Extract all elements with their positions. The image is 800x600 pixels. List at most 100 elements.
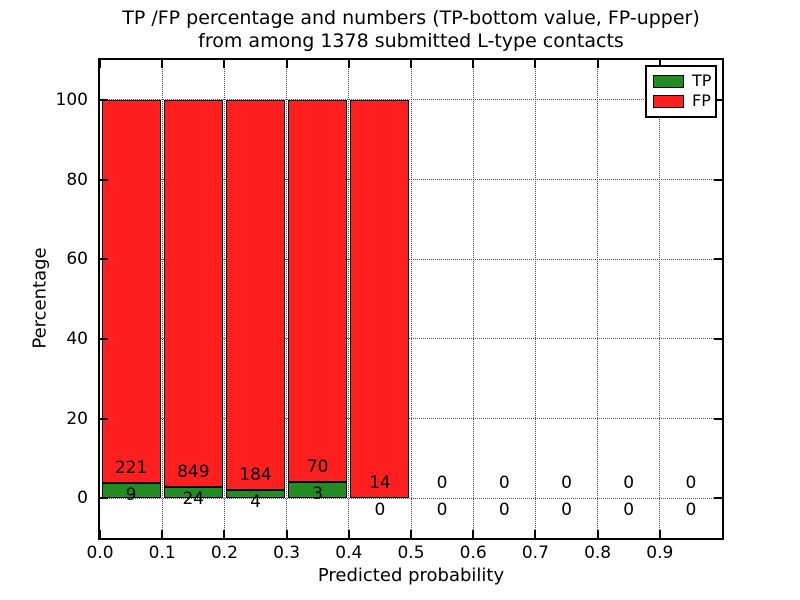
legend: TP FP (645, 65, 717, 118)
tp-count-label: 4 (250, 491, 261, 512)
legend-label-tp: TP (692, 71, 712, 90)
y-tick-mark-left (100, 98, 108, 101)
x-tick-mark-bottom (472, 530, 475, 538)
tp-count-label: 0 (374, 500, 386, 521)
y-tick-mark-left (100, 258, 108, 261)
y-tick-mark-right (714, 178, 722, 181)
gridline-vertical (659, 60, 661, 538)
x-tick-mark-top (99, 60, 101, 68)
x-tick-mark-bottom (347, 530, 350, 538)
fp-bar (225, 99, 286, 490)
gridline-horizontal (100, 418, 722, 419)
y-tick-label: 20 (66, 408, 88, 429)
fp-count-label: 0 (623, 473, 635, 494)
tp-count-label: 0 (561, 500, 572, 521)
tp-bar (225, 489, 286, 499)
x-tick-label: 0.4 (335, 543, 363, 563)
legend-label-fp: FP (692, 91, 711, 110)
y-tick-mark-left (100, 178, 108, 181)
fp-bar (163, 99, 223, 488)
x-tick-label: 0.5 (397, 543, 425, 563)
fp-count-label: 0 (685, 473, 697, 494)
x-tick-mark-top (658, 60, 661, 68)
fp-count-label: 14 (369, 473, 391, 494)
y-tick-mark-right (714, 98, 722, 101)
legend-entry-fp: FP (653, 91, 711, 111)
gridline-vertical (286, 60, 288, 538)
x-tick-mark-bottom (99, 530, 101, 538)
y-tick-mark-left (100, 497, 108, 500)
fp-count-label: 0 (561, 473, 572, 494)
fp-count-label: 70 (306, 457, 329, 478)
tp-count-label: 0 (436, 500, 448, 521)
gridline-horizontal (100, 258, 722, 260)
x-tick-label: 0.6 (459, 543, 487, 563)
tp-bar (101, 482, 161, 499)
y-tick-label: 0 (77, 488, 88, 509)
chart-title-line1: TP /FP percentage and numbers (TP-bottom… (122, 7, 700, 29)
tp-count-label: 24 (182, 489, 205, 510)
x-tick-mark-bottom (285, 530, 288, 538)
tp-count-label: 0 (685, 500, 697, 521)
x-tick-mark-top (596, 60, 599, 68)
axes-frame (98, 58, 724, 540)
y-tick-mark-right (714, 497, 722, 500)
fp-count-label: 184 (239, 464, 272, 485)
fp-bar (101, 99, 161, 483)
fp-count-label: 849 (177, 462, 210, 483)
x-tick-mark-top (223, 60, 226, 68)
tp-bar (288, 481, 348, 499)
y-tick-label: 40 (66, 328, 88, 349)
x-tick-label: 0.2 (210, 543, 238, 563)
gridline-vertical (410, 60, 412, 538)
x-tick-mark-bottom (658, 530, 661, 538)
chart-title: TP /FP percentage and numbers (TP-bottom… (122, 7, 700, 53)
x-tick-mark-bottom (410, 530, 412, 538)
fp-bar (350, 99, 410, 499)
tp-count-label: 3 (312, 483, 324, 504)
x-tick-label: 0.1 (148, 543, 176, 563)
legend-swatch-tp (653, 74, 684, 88)
fp-bar (288, 99, 348, 482)
x-tick-mark-bottom (161, 530, 164, 538)
tp-count-label: 9 (125, 484, 137, 505)
x-tick-mark-bottom (534, 530, 537, 538)
gridline-vertical (223, 60, 225, 538)
x-tick-mark-bottom (223, 530, 226, 538)
x-tick-mark-top (534, 60, 537, 68)
x-tick-label: 0.7 (521, 543, 549, 563)
y-tick-mark-right (714, 337, 722, 340)
y-tick-mark-left (100, 337, 108, 340)
y-tick-mark-right (714, 417, 722, 420)
gridline-vertical (348, 60, 350, 538)
gridline-vertical (472, 60, 474, 538)
gridline-vertical (597, 60, 599, 538)
gridline-vertical (534, 60, 536, 538)
tp-count-label: 0 (498, 500, 510, 521)
fp-count-label: 0 (436, 473, 448, 494)
plot-area: 221 9 849 24 184 4 70 3 14 0 0 0 0 0 0 0 0 0 0 0 (99, 60, 722, 538)
x-tick-label: 0.0 (86, 543, 114, 563)
fp-count-label: 221 (114, 457, 148, 478)
tp-count-label: 0 (623, 500, 635, 521)
gridline-horizontal (100, 99, 722, 101)
x-tick-mark-top (161, 60, 164, 68)
x-tick-mark-bottom (596, 530, 599, 538)
x-tick-mark-top (347, 60, 350, 68)
y-tick-mark-left (100, 417, 108, 420)
y-tick-label: 100 (55, 89, 88, 110)
gridline-vertical (161, 60, 163, 538)
x-tick-mark-top (285, 60, 288, 68)
x-tick-label: 0.8 (584, 543, 612, 563)
x-tick-label: 0.9 (646, 543, 674, 563)
y-tick-mark-right (714, 258, 722, 261)
legend-swatch-fp (653, 94, 684, 108)
chart-title-line2: from among 1378 submitted L-type contact… (198, 30, 624, 52)
y-tick-label: 60 (66, 249, 88, 270)
gridline-horizontal (100, 338, 722, 340)
fp-count-label: 0 (498, 473, 510, 494)
x-tick-label: 0.3 (273, 543, 301, 563)
y-tick-label: 80 (66, 169, 88, 190)
gridline-horizontal (100, 179, 722, 180)
